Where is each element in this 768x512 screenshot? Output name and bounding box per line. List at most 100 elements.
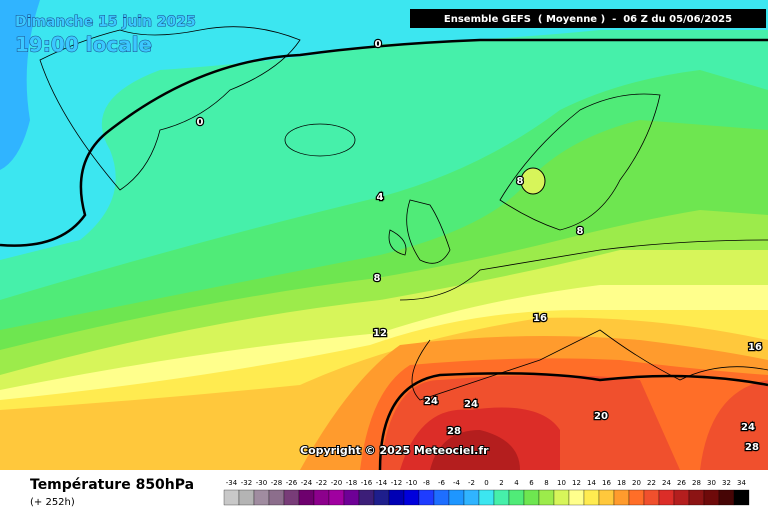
scale-swatch bbox=[463, 489, 480, 506]
scale-label: -6 bbox=[438, 479, 446, 487]
scale-swatch bbox=[283, 489, 300, 506]
scale-label: 6 bbox=[529, 479, 534, 487]
field-m2 bbox=[0, 0, 40, 170]
isotherm-20 bbox=[378, 372, 768, 471]
color-scale: -34 -32 -30 -28 -26 -24 -22 -20 -18 -16 -14 -12 -10-… bbox=[223, 479, 750, 506]
contour-label: 8 bbox=[577, 226, 584, 237]
scale-label: 2 bbox=[499, 479, 503, 487]
scale-swatch bbox=[298, 489, 315, 506]
scale-swatch bbox=[628, 489, 645, 506]
contour-labels: 0 0 4 8 8 8 12 16 16 20 24 24 28 24 28 bbox=[195, 38, 763, 455]
coastline-greenland bbox=[39, 26, 301, 191]
scale-label: 26 bbox=[677, 479, 686, 487]
coastline-british-isles bbox=[388, 199, 451, 264]
scale-label: -22 bbox=[316, 479, 327, 487]
coastline-scandinavia bbox=[499, 93, 661, 231]
scale-label: -12 bbox=[391, 479, 402, 487]
coastline-iceland bbox=[284, 123, 356, 157]
scale-label: 10 bbox=[557, 479, 566, 487]
scale-label: -30 bbox=[256, 479, 267, 487]
scale-swatch bbox=[478, 489, 495, 506]
scale-label: 16 bbox=[602, 479, 611, 487]
scale-label: 28 bbox=[692, 479, 701, 487]
scale-swatch bbox=[223, 489, 240, 506]
contour-label: 0 bbox=[197, 117, 204, 128]
scale-swatch bbox=[313, 489, 330, 506]
legend-title: Température 850hPa bbox=[30, 477, 194, 493]
contour-label: 0 bbox=[375, 39, 382, 50]
scale-label: 14 bbox=[587, 479, 596, 487]
scale-swatch bbox=[253, 489, 270, 506]
scale-label: 24 bbox=[662, 479, 671, 487]
scale-label: -20 bbox=[331, 479, 342, 487]
contour-label: 24 bbox=[464, 399, 478, 410]
field-8-patch bbox=[520, 167, 546, 195]
scale-swatch bbox=[418, 489, 435, 506]
scale-swatch bbox=[553, 489, 570, 506]
scale-swatch bbox=[733, 489, 750, 506]
scale-label: -18 bbox=[346, 479, 357, 487]
scale-label: 32 bbox=[722, 479, 731, 487]
coastline-europe bbox=[399, 239, 768, 401]
scale-swatch bbox=[703, 489, 720, 506]
scale-label: -8 bbox=[423, 479, 430, 487]
scale-label: -10 bbox=[406, 479, 417, 487]
scale-swatch bbox=[538, 489, 555, 506]
scale-label: -14 bbox=[376, 479, 388, 487]
scale-swatch bbox=[358, 489, 375, 506]
scale-label: 20 bbox=[632, 479, 641, 487]
scale-label: 22 bbox=[647, 479, 656, 487]
scale-swatch bbox=[448, 489, 465, 506]
scale-swatch bbox=[568, 489, 585, 506]
scale-swatch bbox=[613, 489, 630, 506]
contour-label: 12 bbox=[373, 328, 387, 339]
scale-swatch bbox=[658, 489, 675, 506]
scale-label: -26 bbox=[286, 479, 298, 487]
scale-swatch bbox=[673, 489, 690, 506]
field-26 bbox=[430, 430, 520, 470]
contour-label: 4 bbox=[377, 192, 384, 203]
contour-label: 24 bbox=[424, 396, 438, 407]
scale-label: 30 bbox=[707, 479, 716, 487]
scale-swatch bbox=[508, 489, 525, 506]
scale-swatch bbox=[388, 489, 405, 506]
scale-label: 12 bbox=[572, 479, 581, 487]
contour-label: 24 bbox=[741, 422, 755, 433]
scale-label: -4 bbox=[453, 479, 461, 487]
scale-swatch bbox=[493, 489, 510, 506]
scale-swatch bbox=[268, 489, 285, 506]
contour-label: 16 bbox=[533, 313, 547, 324]
temperature-map: 0 0 4 8 8 8 12 16 16 20 24 24 28 24 28 Copyright © 202… bbox=[0, 0, 768, 471]
scale-swatch bbox=[433, 489, 450, 506]
run-info: Ensemble GEFS ( Moyenne ) - 06 Z du 05/0… bbox=[444, 14, 732, 25]
scale-swatch bbox=[328, 489, 345, 506]
scale-swatch bbox=[598, 489, 615, 506]
run-box bbox=[410, 9, 766, 28]
isotherm-0 bbox=[0, 38, 768, 247]
contour-label: 16 bbox=[748, 342, 762, 353]
scale-swatch bbox=[523, 489, 540, 506]
scale-label: 34 bbox=[737, 479, 746, 487]
contour-label: 28 bbox=[447, 426, 461, 437]
scale-label: -34 bbox=[226, 479, 238, 487]
scale-label: 8 bbox=[544, 479, 548, 487]
scale-swatch bbox=[688, 489, 705, 506]
lead-time: (+ 252h) bbox=[30, 497, 75, 508]
time: 19:00 locale bbox=[15, 33, 152, 57]
scale-label: -16 bbox=[361, 479, 373, 487]
contour-label: 8 bbox=[517, 176, 524, 187]
contour-label: 20 bbox=[594, 411, 608, 422]
copyright: Copyright © 2025 Meteociel.fr bbox=[300, 444, 489, 457]
scale-swatch bbox=[238, 489, 255, 506]
scale-label: -32 bbox=[241, 479, 252, 487]
scale-swatch bbox=[718, 489, 735, 506]
scale-swatch bbox=[583, 489, 600, 506]
scale-swatch bbox=[403, 489, 420, 506]
scale-label: -28 bbox=[271, 479, 282, 487]
scale-label: -24 bbox=[301, 479, 313, 487]
scale-swatch bbox=[643, 489, 660, 506]
scale-swatch bbox=[343, 489, 360, 506]
scale-swatch bbox=[373, 489, 390, 506]
contour-label: 28 bbox=[745, 442, 759, 453]
